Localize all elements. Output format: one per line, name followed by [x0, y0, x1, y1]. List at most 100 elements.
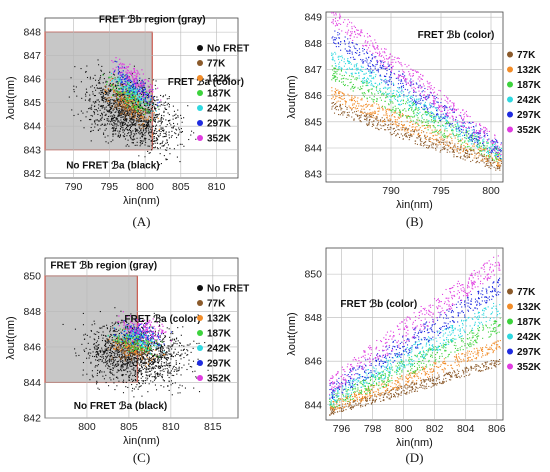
point-352k: [460, 116, 463, 118]
point-187k: [359, 89, 361, 91]
point-132k: [484, 149, 486, 151]
point-352k: [364, 45, 366, 47]
point-no-fret: [113, 133, 115, 135]
point-no-fret: [195, 138, 197, 140]
point-no-fret: [125, 107, 127, 109]
point-187k: [395, 109, 397, 111]
point-297k: [436, 101, 438, 103]
point-297k: [381, 79, 383, 81]
point-132k: [418, 128, 420, 130]
point-132k: [457, 148, 459, 150]
point-no-fret: [100, 119, 102, 121]
point-297k: [120, 79, 122, 81]
point-187k: [495, 147, 497, 149]
legend-marker: [507, 126, 513, 133]
point-297k: [141, 79, 143, 81]
point-187k: [417, 117, 419, 119]
point-132k: [412, 126, 414, 128]
point-132k: [394, 119, 396, 121]
point-242k: [389, 87, 391, 89]
point-no-fret: [144, 86, 146, 89]
point-no-fret: [123, 119, 125, 121]
point-132k: [414, 123, 416, 125]
point-187k: [476, 143, 479, 146]
point-242k: [351, 73, 353, 76]
point-no-fret: [133, 121, 135, 123]
point-no-fret: [101, 105, 103, 107]
point-no-fret: [102, 88, 104, 90]
point-77k: [410, 135, 412, 137]
point-352k: [417, 86, 419, 88]
point-297k: [400, 86, 402, 88]
point-77k: [376, 119, 378, 121]
point-187k: [356, 77, 358, 79]
point-no-fret: [126, 128, 128, 130]
point-no-fret: [85, 70, 87, 73]
point-187k: [369, 96, 371, 98]
point-187k: [441, 124, 444, 126]
point-77k: [436, 140, 438, 142]
point-132k: [351, 98, 353, 100]
point-77k: [141, 123, 143, 126]
point-no-fret: [120, 125, 122, 128]
point-77k: [351, 116, 353, 118]
point-77k: [340, 107, 342, 109]
point-no-fret: [159, 120, 161, 122]
point-187k: [413, 115, 416, 117]
point-242k: [390, 90, 392, 92]
point-297k: [423, 106, 425, 108]
point-no-fret: [108, 103, 110, 105]
point-297k: [393, 84, 395, 86]
point-242k: [369, 75, 371, 77]
point-242k: [140, 99, 142, 101]
point-242k: [448, 125, 450, 127]
point-297k: [362, 61, 364, 64]
point-297k: [413, 91, 415, 93]
point-132k: [440, 129, 442, 131]
point-297k: [448, 124, 450, 126]
point-187k: [144, 103, 146, 105]
point-352k: [423, 85, 425, 87]
point-132k: [370, 105, 372, 107]
point-187k: [468, 145, 470, 147]
point-187k: [416, 122, 418, 124]
point-352k: [133, 80, 135, 82]
point-242k: [341, 55, 343, 57]
point-352k: [128, 72, 130, 74]
point-no-fret: [170, 124, 172, 126]
point-242k: [425, 105, 428, 107]
point-77k: [400, 133, 402, 135]
point-no-fret: [153, 115, 155, 117]
point-352k: [452, 109, 454, 112]
point-77k: [128, 106, 130, 108]
point-187k: [392, 102, 394, 104]
point-352k: [468, 126, 470, 128]
point-242k: [143, 98, 145, 100]
point-297k: [416, 102, 419, 104]
point-no-fret: [113, 102, 115, 104]
point-no-fret: [156, 113, 158, 116]
point-no-fret: [110, 85, 112, 87]
point-no-fret: [131, 122, 133, 124]
point-297k: [467, 137, 469, 139]
point-352k: [350, 34, 352, 36]
point-no-fret: [85, 95, 87, 97]
point-187k: [363, 96, 365, 98]
point-77k: [499, 166, 501, 168]
point-no-fret: [133, 119, 135, 121]
point-no-fret: [114, 114, 116, 116]
point-77k: [358, 115, 360, 117]
point-132k: [482, 149, 484, 151]
point-187k: [486, 145, 488, 147]
point-no-fret: [164, 108, 167, 110]
point-297k: [117, 67, 120, 69]
point-132k: [447, 144, 449, 146]
point-132k: [140, 112, 142, 114]
point-352k: [355, 33, 357, 35]
point-242k: [451, 128, 453, 130]
point-132k: [466, 149, 468, 151]
point-297k: [408, 92, 410, 94]
point-77k: [485, 163, 488, 165]
point-352k: [379, 51, 381, 53]
point-no-fret: [123, 112, 125, 114]
